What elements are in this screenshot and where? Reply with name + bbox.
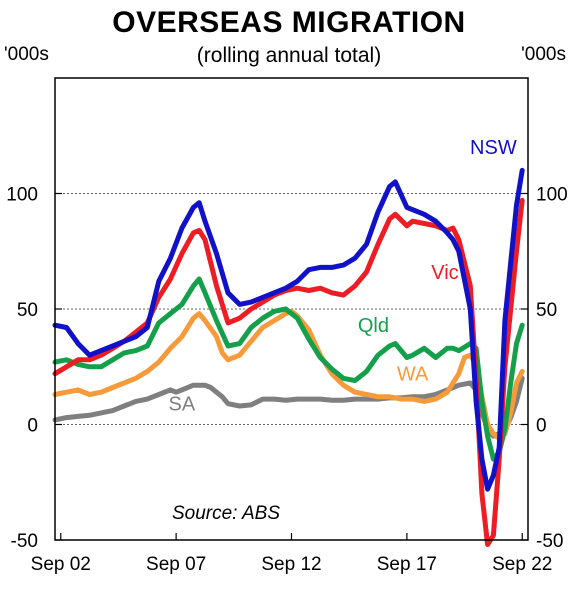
y-tick-label-right: -50 [536, 531, 563, 552]
y-tick-label-left: 50 [17, 300, 38, 321]
y-tick-label-left: -50 [11, 531, 38, 552]
series-line-vic [52, 197, 525, 548]
x-tick-label: Sep 12 [261, 554, 321, 575]
chart-title: OVERSEAS MIGRATION [112, 6, 466, 39]
y-tick-label-left: 100 [6, 185, 38, 206]
y-tick-label-left: 0 [27, 416, 38, 437]
right-axis-unit: '000s [521, 44, 566, 65]
y-tick-label-right: 0 [536, 416, 547, 437]
chart-subtitle: (rolling annual total) [196, 44, 382, 67]
series-label-wa: WA [397, 364, 429, 386]
series-line-qld [52, 276, 525, 462]
series-line-wa [52, 308, 525, 441]
x-tick-label: Sep 07 [146, 554, 206, 575]
series-label-vic: Vic [431, 262, 458, 284]
x-tick-label: Sep 02 [31, 554, 91, 575]
y-tick-label-right: 50 [536, 300, 557, 321]
x-tick-label: Sep 22 [492, 554, 552, 575]
source-note: Source: ABS [172, 503, 280, 524]
series-label-nsw: NSW [470, 137, 517, 159]
x-tick-label: Sep 17 [377, 554, 437, 575]
y-tick-label-right: 100 [536, 185, 568, 206]
series-line-nsw [52, 167, 525, 492]
series-label-qld: Qld [358, 315, 389, 337]
left-axis-unit: '000s [4, 44, 49, 65]
series-label-sa: SA [169, 394, 196, 416]
